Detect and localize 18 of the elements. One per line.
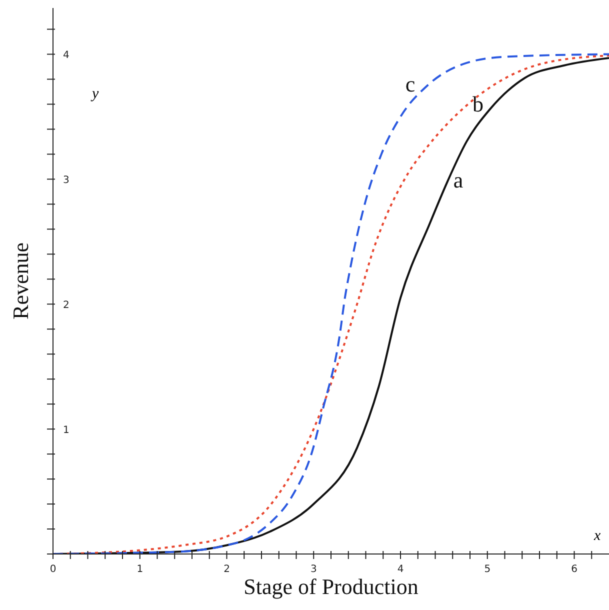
y-tick-label: 4 (63, 50, 70, 62)
annotation: y (92, 86, 99, 103)
series-label: c (405, 71, 416, 96)
y-tick-label: 1 (63, 425, 70, 436)
x-tick-label: 2 (224, 564, 230, 575)
x-axis-title: Stage of Production (244, 574, 418, 599)
x-tick-label: 3 (310, 564, 317, 575)
x-tick-label: 1 (136, 564, 144, 575)
y-tick-label: 3 (63, 175, 70, 186)
y-axis-title: Revenue (8, 242, 33, 320)
x-tick-label: 5 (484, 564, 491, 575)
series-label: b (472, 91, 484, 116)
x-tick-label: 6 (571, 564, 578, 575)
annotation: x (594, 528, 601, 545)
x-tick-label: 4 (397, 564, 404, 575)
y-tick-label: 2 (63, 300, 70, 312)
x-tick-label: 0 (50, 564, 56, 575)
series-label: a (453, 168, 464, 193)
